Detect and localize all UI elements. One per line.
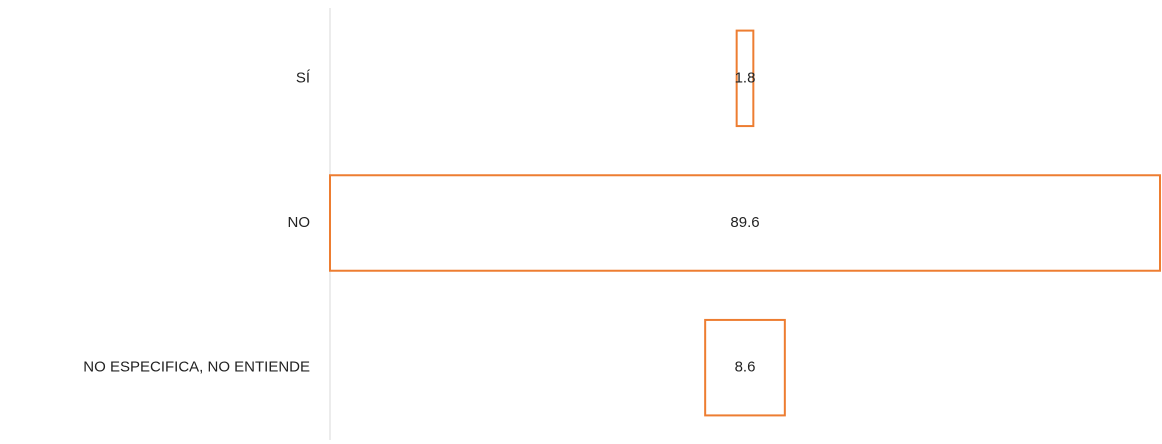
- bar: [704, 318, 786, 417]
- category-label: NO: [288, 214, 311, 231]
- category-label: NO ESPECIFICA, NO ENTIENDE: [83, 359, 310, 376]
- bar: [735, 29, 755, 128]
- data-label: 8.6: [735, 359, 756, 376]
- bar: [329, 174, 1161, 272]
- data-label: 89.6: [730, 214, 759, 231]
- category-label: SÍ: [296, 69, 311, 86]
- data-label: 1.8: [735, 69, 756, 86]
